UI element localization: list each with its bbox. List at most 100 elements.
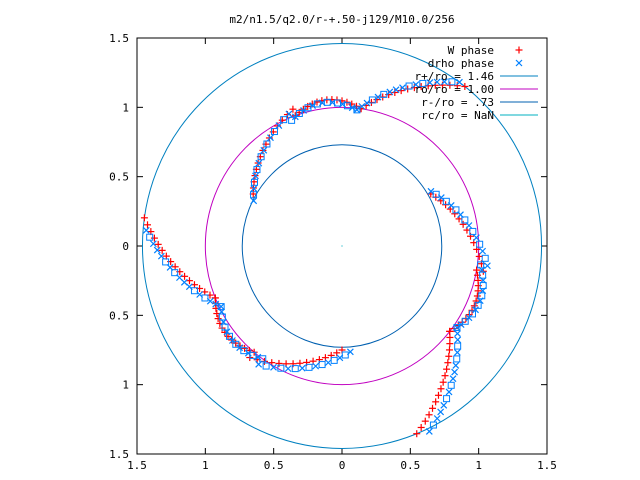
drho-phase-point — [443, 395, 451, 403]
x-tick-label: 0 — [339, 459, 346, 472]
drho-phase-point — [228, 337, 236, 344]
drho-phase-point — [472, 306, 479, 314]
drho-phase-point — [452, 362, 460, 369]
x-tick-label: 0.5 — [264, 459, 284, 472]
x-tick-label: 0.5 — [400, 459, 420, 472]
drho-phase-point — [196, 291, 204, 298]
drho-phase-point — [476, 240, 484, 248]
drho-phase-point — [453, 349, 461, 356]
axis-ticks: 1.5 1 0.5 0 0.5 1 1.51.510.500.511.5 — [109, 32, 557, 472]
drho-phase-point — [456, 78, 463, 86]
drho-phase-point — [146, 233, 154, 241]
drho-phase-point — [267, 134, 274, 142]
drho-phase-point — [217, 303, 225, 311]
drho-phase-point — [323, 98, 331, 106]
drho-phase-point — [218, 313, 226, 321]
drho-phase-point — [253, 166, 261, 174]
phase-points — [140, 46, 523, 438]
drho-phase-point — [481, 254, 489, 262]
drho-phase-point — [277, 364, 285, 372]
legend-label: r+/ro = 1.46 — [415, 70, 494, 83]
drho-phase-point — [300, 107, 307, 114]
chart-title: m2/n1.5/q2.0/r-+.50-j129/M10.0/256 — [229, 13, 454, 26]
x-tick-label: 1 — [202, 459, 209, 472]
legend-marker — [515, 59, 523, 67]
origin-dot — [341, 245, 343, 247]
drho-phase-point — [419, 79, 427, 87]
drho-phase-point — [453, 324, 461, 332]
drho-phase-point — [225, 332, 233, 340]
drho-phase-point — [232, 340, 240, 348]
drho-phase-point — [386, 88, 394, 96]
legend-label: ro/ro = 1.00 — [415, 83, 494, 96]
drho-phase-point — [330, 356, 338, 364]
drho-phase-point — [437, 194, 445, 202]
drho-phase-point — [250, 185, 258, 193]
drho-phase-point — [142, 226, 150, 234]
drho-phase-point — [190, 287, 198, 295]
drho-phase-point — [157, 252, 165, 260]
y-tick-label: 1.5 — [109, 32, 129, 45]
drho-phase-point — [185, 283, 193, 291]
drho-phase-point — [262, 362, 270, 370]
drho-phase-point — [472, 234, 480, 242]
legend-label: W phase — [448, 44, 494, 57]
drho-phase-point — [437, 408, 445, 416]
y-tick-label: 0.5 — [109, 171, 129, 184]
drho-phase-point — [457, 321, 465, 328]
drho-phase-point — [201, 294, 209, 302]
x-tick-label: 1.5 — [537, 459, 557, 472]
drho-phase-point — [449, 375, 457, 383]
drho-phase-point — [484, 262, 491, 270]
drho-phase-point — [260, 146, 268, 154]
drho-phase-point — [250, 191, 258, 199]
drho-phase-point — [250, 178, 258, 186]
y-tick-label: 1 — [122, 101, 129, 114]
drho-phase-point — [374, 93, 382, 101]
drho-phase-point — [392, 86, 400, 94]
drho-phase-point — [465, 314, 473, 322]
drho-phase-point — [468, 310, 476, 318]
drho-phase-point — [162, 258, 170, 266]
y-tick-label: 0 — [122, 240, 129, 253]
drho-phase-point — [166, 264, 174, 271]
legend-label: drho phase — [428, 57, 494, 70]
x-tick-label: 1 — [475, 459, 482, 472]
drho-phase-point — [451, 368, 459, 376]
drho-phase-point — [280, 116, 288, 124]
drho-phase-point — [236, 344, 244, 352]
drho-phase-point — [479, 247, 487, 255]
legend-label: r-/ro = .73 — [421, 96, 494, 109]
drho-phase-point — [479, 282, 487, 290]
drho-phase-point — [220, 318, 227, 326]
drho-phase-point — [180, 278, 188, 286]
drho-phase-point — [270, 363, 277, 371]
drho-phase-point — [461, 216, 469, 224]
drho-phase-point — [457, 211, 464, 219]
y-tick-label: 1 — [122, 379, 129, 392]
drho-phase-point — [341, 351, 349, 359]
drho-phase-point — [324, 359, 332, 367]
drho-phase-point — [263, 140, 271, 148]
x-tick-label: 1.5 — [127, 459, 147, 472]
drho-phase-point — [153, 246, 161, 254]
drho-phase-point — [176, 274, 183, 282]
drho-phase-point — [452, 206, 460, 214]
drho-phase-point — [399, 84, 406, 92]
drho-phase-point — [298, 364, 306, 372]
drho-phase-point — [429, 421, 437, 429]
drho-phase-point — [469, 227, 477, 235]
drho-phase-point — [454, 336, 462, 344]
drho-phase-point — [305, 363, 313, 371]
drho-phase-point — [284, 365, 292, 373]
drho-phase-point — [448, 78, 456, 86]
drho-phase-point — [453, 324, 461, 331]
drho-phase-point — [149, 240, 157, 248]
drho-phase-point — [479, 271, 487, 279]
drho-phase-point — [312, 362, 320, 370]
drho-phase-point — [453, 355, 461, 363]
legend-label: rc/ro = NaN — [421, 109, 494, 122]
drho-phase-point — [291, 113, 299, 121]
drho-phase-point — [454, 342, 462, 350]
